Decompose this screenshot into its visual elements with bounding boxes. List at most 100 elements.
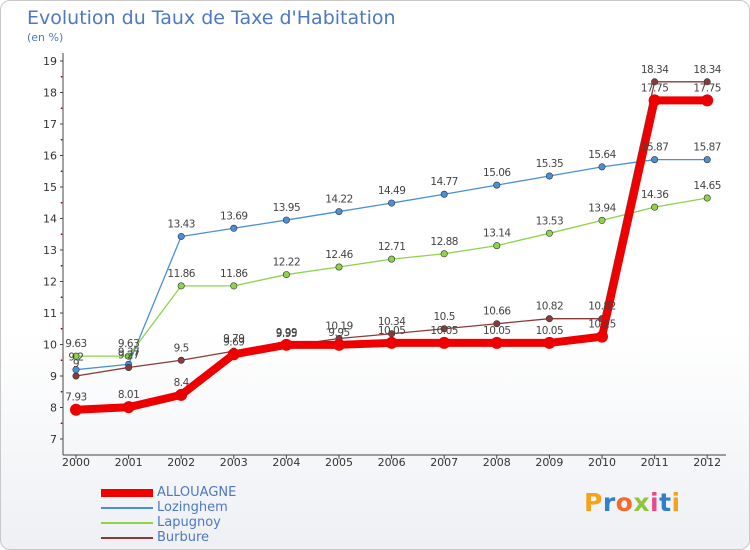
data-label: 10.05	[378, 325, 406, 337]
y-tick-label: 10	[43, 339, 57, 352]
y-tick-label: 11	[43, 307, 57, 320]
y-minor-tick	[60, 138, 63, 141]
data-point	[125, 352, 133, 360]
unit-label: (en %)	[27, 31, 64, 44]
data-label: 17.75	[641, 82, 669, 94]
data-point	[703, 156, 711, 164]
data-label: 10.66	[483, 306, 511, 318]
y-tick-label: 14	[43, 213, 57, 226]
data-point	[177, 282, 185, 290]
data-label: 9.27	[118, 349, 139, 361]
legend-swatch	[101, 507, 153, 509]
proxiti-logo: Proxiti	[584, 488, 681, 517]
data-point	[598, 216, 606, 224]
data-label: 13.94	[588, 202, 616, 214]
data-label: 9.5	[174, 342, 189, 354]
data-point	[177, 232, 185, 240]
data-point	[227, 348, 240, 361]
y-minor-tick	[60, 75, 63, 78]
logo-letter: i	[650, 488, 660, 517]
data-point	[385, 336, 398, 349]
x-tick-label: 2004	[272, 456, 300, 469]
data-point	[280, 338, 293, 351]
x-tick-label: 2003	[220, 456, 248, 469]
data-point	[598, 163, 606, 171]
data-label: 18.34	[641, 64, 669, 76]
data-label: 9.63	[118, 338, 139, 350]
data-point	[493, 181, 501, 189]
logo-letter: x	[633, 488, 650, 517]
x-tick-label: 2010	[588, 456, 616, 469]
data-point	[701, 94, 714, 107]
chart-title: Evolution du Taux de Taxe d'Habitation	[27, 7, 396, 29]
legend-label: Lozinghem	[157, 500, 228, 515]
data-label: 13.69	[220, 210, 248, 222]
logo-letter: o	[615, 488, 634, 517]
data-label: 15.87	[693, 142, 721, 154]
x-tick-label: 2008	[483, 456, 511, 469]
data-point	[72, 352, 80, 360]
data-point	[545, 229, 553, 237]
data-point	[440, 190, 448, 198]
data-point	[703, 194, 711, 202]
data-label: 18.34	[693, 64, 721, 76]
data-point	[703, 78, 711, 86]
data-point	[493, 320, 501, 328]
data-point	[230, 224, 238, 232]
data-point	[651, 78, 659, 86]
data-point	[335, 263, 343, 271]
data-point	[543, 336, 556, 349]
data-label: 10.34	[378, 316, 406, 328]
legend-swatch	[101, 537, 153, 539]
data-label: 13.14	[483, 228, 511, 240]
x-tick-label: 2009	[535, 456, 563, 469]
y-minor-tick	[60, 296, 63, 299]
data-label: 15.35	[536, 158, 564, 170]
y-tick-label: 19	[43, 55, 57, 68]
series-line-allouagne	[72, 96, 712, 414]
data-label: 12.46	[325, 249, 353, 261]
data-label: 15.87	[641, 142, 669, 154]
data-label: 14.77	[430, 176, 458, 188]
legend-label: ALLOUAGNE	[157, 485, 237, 500]
y-minor-tick	[60, 170, 63, 173]
data-label: 11.86	[167, 268, 195, 280]
y-tick-label: 16	[43, 150, 57, 163]
data-point	[651, 203, 659, 211]
y-tick-label: 9	[50, 370, 57, 383]
data-point	[648, 94, 661, 107]
data-label: 13.43	[167, 218, 195, 230]
data-point	[282, 271, 290, 279]
data-label: 12.71	[378, 241, 406, 253]
x-tick-label: 2007	[430, 456, 458, 469]
y-tick-label: 15	[43, 181, 57, 194]
data-label: 15.06	[483, 167, 511, 179]
data-point	[282, 216, 290, 224]
legend-swatch	[101, 522, 153, 524]
x-tick-label: 2002	[167, 456, 195, 469]
data-label: 14.36	[641, 189, 669, 201]
data-label: 9.79	[223, 333, 244, 345]
y-minor-tick	[60, 201, 63, 204]
data-label: 10.19	[325, 321, 353, 333]
data-label: 13.53	[536, 215, 564, 227]
data-point	[545, 172, 553, 180]
x-tick-label: 2011	[641, 456, 669, 469]
data-label: 9.63	[65, 338, 86, 350]
data-label: 10.05	[536, 325, 564, 337]
logo-letter: i	[671, 488, 681, 517]
y-minor-tick	[60, 390, 63, 393]
data-point	[388, 199, 396, 207]
data-label: 10.05	[483, 325, 511, 337]
data-point	[440, 325, 448, 333]
data-point	[596, 330, 608, 343]
data-point	[440, 250, 448, 258]
y-minor-tick	[60, 233, 63, 236]
data-label: 10.25	[588, 319, 616, 331]
y-tick-label: 12	[43, 276, 57, 289]
logo-letter: P	[584, 488, 603, 517]
data-label: 15.64	[588, 149, 616, 161]
x-tick-label: 2001	[115, 456, 143, 469]
data-point	[388, 255, 396, 263]
